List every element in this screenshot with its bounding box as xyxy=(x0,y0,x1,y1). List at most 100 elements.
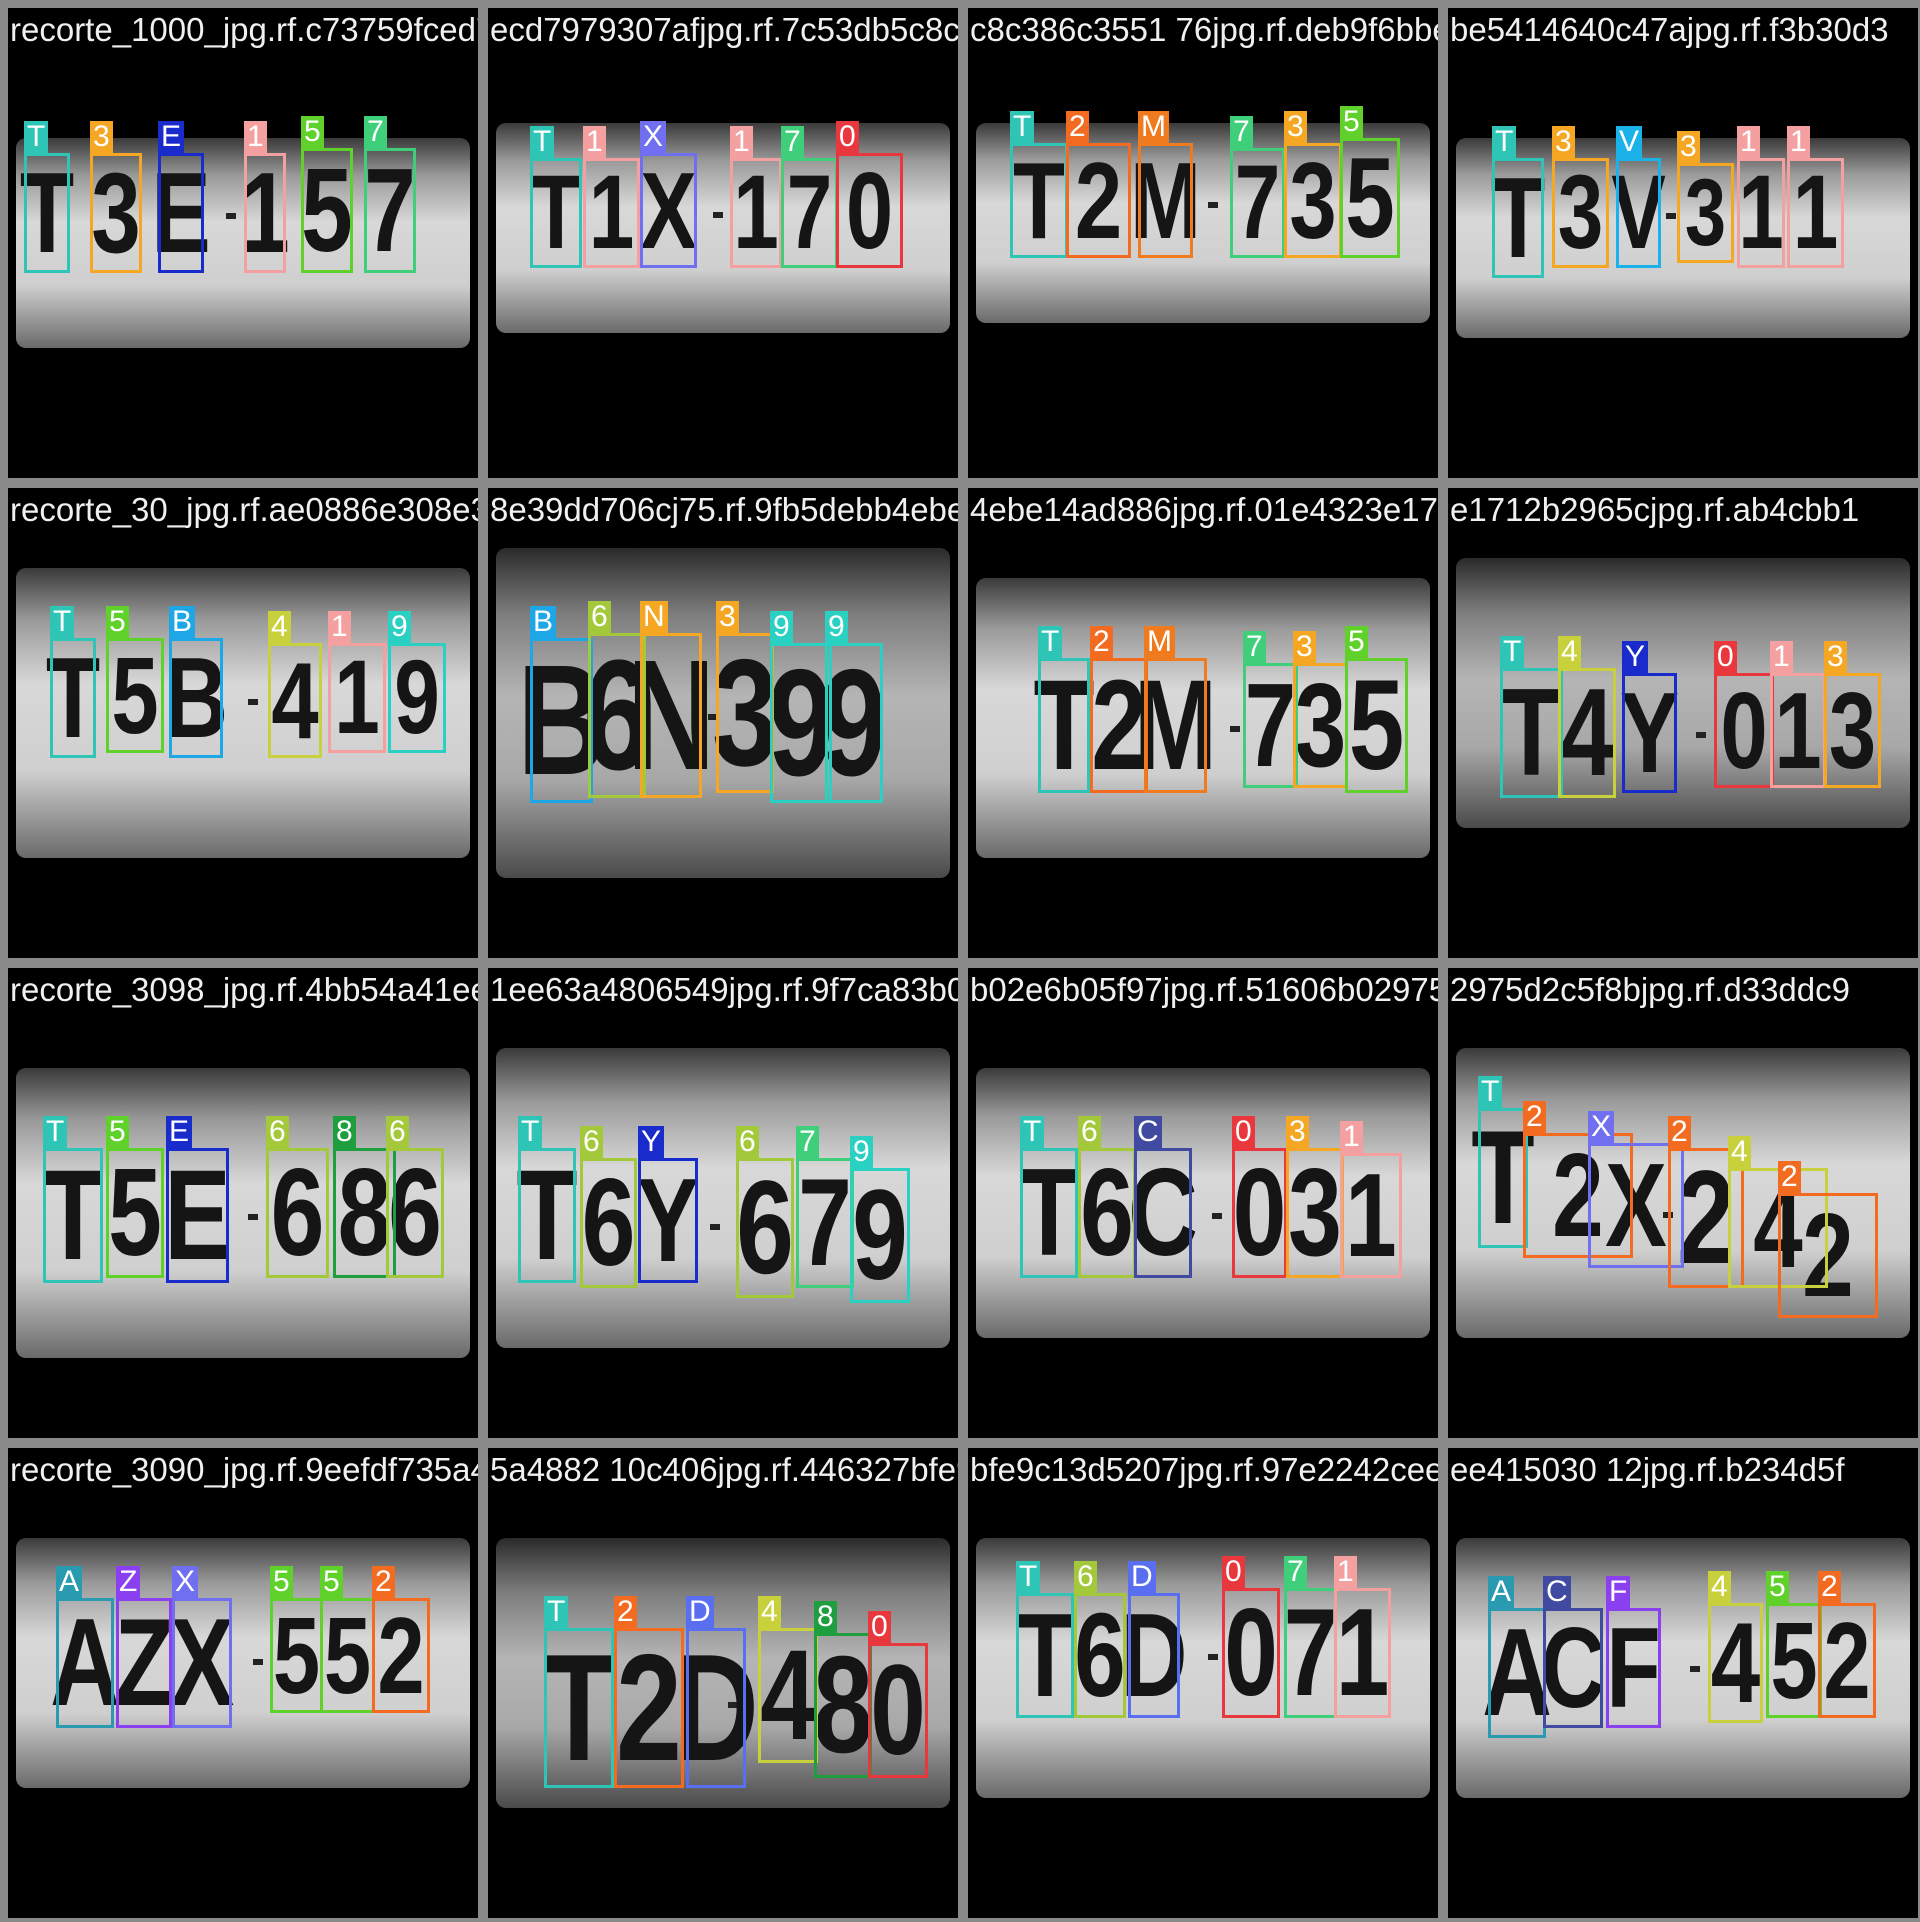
plate-character: 7 xyxy=(1283,1584,1338,1722)
plate-character: 3 xyxy=(1828,669,1877,792)
bounding-box xyxy=(1090,658,1148,793)
plate-character: 8 xyxy=(337,1144,392,1282)
tile-filename: e1712b2965cjpg.rf.ab4cbb1 xyxy=(1450,491,1860,528)
plate-character: 1 xyxy=(1345,1149,1397,1282)
class-label: A xyxy=(56,1566,83,1599)
plate-character: 3 xyxy=(1289,139,1337,262)
bounding-box xyxy=(770,643,832,803)
class-label: 6 xyxy=(588,601,611,634)
bounding-box xyxy=(1222,1588,1280,1718)
bounding-box xyxy=(583,158,640,268)
bounding-box xyxy=(758,1628,818,1763)
plate-dash xyxy=(728,1702,738,1708)
plate-character: 8 xyxy=(813,1628,873,1782)
plate-character: 3 xyxy=(1557,154,1604,271)
tile-filename: 1ee63a4806549jpg.rf.9f7ca83b02e6b05f97 xyxy=(490,971,958,1008)
class-label: T xyxy=(1010,111,1035,144)
plate-character: 4 xyxy=(760,1624,816,1767)
bounding-box xyxy=(1552,158,1609,268)
class-label: F xyxy=(1606,1576,1631,1609)
plate-character: 0 xyxy=(1232,1144,1287,1282)
bounding-box xyxy=(1134,1148,1192,1278)
plate-character: 6 xyxy=(1074,1589,1126,1722)
bounding-box xyxy=(1778,1193,1878,1318)
plate-character: 1 xyxy=(334,639,380,756)
bounding-box xyxy=(1478,1108,1528,1248)
bounding-box xyxy=(825,643,883,803)
plate-character: T xyxy=(1019,1144,1079,1282)
plate-character: 2 xyxy=(1552,1129,1604,1262)
bounding-box xyxy=(640,633,702,798)
detection-tile: c8c386c3551 76jpg.rf.deb9f6bbe5414647a TT… xyxy=(964,4,1442,482)
class-label: T xyxy=(544,1596,569,1629)
plate-character: T xyxy=(1013,139,1065,262)
class-label: 1 xyxy=(1340,1121,1363,1154)
plate-dash xyxy=(248,1214,258,1220)
class-label: 4 xyxy=(1728,1136,1751,1169)
class-label: 2 xyxy=(1668,1116,1691,1149)
bounding-box xyxy=(796,1158,854,1288)
plate-character: T xyxy=(1501,664,1562,802)
plate-character: X xyxy=(169,1594,235,1732)
bounding-box xyxy=(1078,1148,1136,1278)
bounding-box xyxy=(1737,158,1785,268)
bounding-box xyxy=(1074,1593,1126,1718)
class-label: 1 xyxy=(1334,1556,1357,1589)
class-label: 7 xyxy=(781,126,804,159)
bounding-box xyxy=(166,1148,229,1283)
class-label: 0 xyxy=(836,121,859,154)
class-label: C xyxy=(1543,1576,1571,1609)
class-label: M xyxy=(1144,626,1175,659)
plate-character: 4 xyxy=(1710,1599,1761,1727)
plate-character: 5 xyxy=(1348,654,1405,797)
detection-tile: ee415030 12jpg.rf.b234d5f A A C C F F 4 4 5 5 2 2 xyxy=(1444,1444,1920,1922)
plate-character: 5 xyxy=(301,144,353,277)
bounding-box xyxy=(116,1598,172,1728)
plate-character: 3 xyxy=(1294,659,1347,792)
class-label: D xyxy=(1128,1561,1156,1594)
plate-character: 6 xyxy=(270,1144,325,1282)
plate-character: T xyxy=(542,1622,616,1793)
bounding-box xyxy=(1714,673,1774,788)
tile-filename: ee415030 12jpg.rf.b234d5f xyxy=(1450,1451,1845,1488)
license-plate-image xyxy=(496,1048,950,1348)
class-label: B xyxy=(530,606,557,639)
plate-character: 7 xyxy=(1234,144,1281,261)
class-label: 9 xyxy=(388,611,411,644)
detection-tile: be5414640c47ajpg.rf.f3b30d3 T T 3 3 V V 3 3 1 1 1 1 xyxy=(1444,4,1920,482)
class-label: 3 xyxy=(1284,111,1307,144)
class-label: D xyxy=(686,1596,714,1629)
class-label: 6 xyxy=(266,1116,289,1149)
tile-filename: recorte_1000_jpg.rf.c73759fced7979307afj… xyxy=(10,11,478,48)
tile-filename: recorte_3098_jpg.rf.4bb54a41ee63a48065 4… xyxy=(10,971,478,1008)
bounding-box xyxy=(1144,658,1207,793)
license-plate-image xyxy=(976,1068,1430,1338)
class-label: 1 xyxy=(244,121,267,154)
bounding-box xyxy=(386,1148,444,1278)
plate-character: 2 xyxy=(616,1622,682,1793)
bounding-box xyxy=(1286,1148,1344,1278)
bounding-box xyxy=(1668,1148,1744,1288)
class-label: E xyxy=(166,1116,193,1149)
plate-dash xyxy=(1230,726,1240,732)
detection-tile: bfe9c13d5207jpg.rf.97e2242cee415030 12 TT… xyxy=(964,1444,1442,1922)
class-label: 6 xyxy=(386,1116,409,1149)
plate-character: 6 xyxy=(736,1154,794,1302)
bounding-box xyxy=(301,148,353,273)
detection-tile: ecd7979307afjpg.rf.7c53db5c8c386c3551 76… xyxy=(484,4,962,482)
plate-character: 1 xyxy=(1738,154,1784,271)
plate-character: 0 xyxy=(845,149,894,272)
plate-character: T xyxy=(42,1144,104,1287)
bounding-box xyxy=(172,1598,232,1728)
class-label: T xyxy=(43,1116,68,1149)
plate-dash xyxy=(1696,732,1706,738)
tile-filename: 2975d2c5f8bjpg.rf.d33ddc9 xyxy=(1450,971,1850,1008)
class-label: 7 xyxy=(364,116,387,149)
plate-character: 9 xyxy=(768,637,834,808)
tile-filename: be5414640c47ajpg.rf.f3b30d3 xyxy=(1450,11,1889,48)
detection-tile: recorte_3098_jpg.rf.4bb54a41ee63a48065 4… xyxy=(4,964,482,1442)
class-label: Y xyxy=(638,1126,665,1159)
detection-tile: 4ebe14ad886jpg.rf.01e4323e1712b2965TT22M… xyxy=(964,484,1442,962)
plate-dash xyxy=(1208,202,1218,208)
